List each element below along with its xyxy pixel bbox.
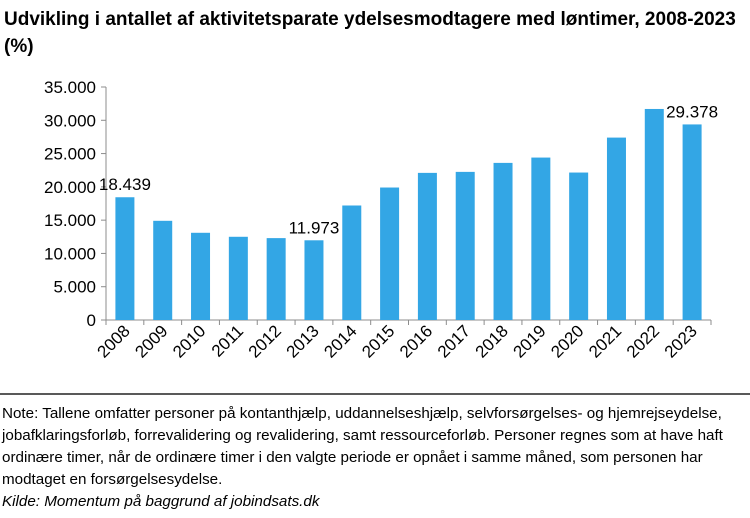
x-tick-label: 2014 xyxy=(320,321,360,361)
bar-2019 xyxy=(531,157,551,320)
bar-2020 xyxy=(569,172,589,320)
divider xyxy=(0,393,750,395)
y-tick-label: 30.000 xyxy=(44,111,96,130)
note-text: Note: Tallene omfatter personer på konta… xyxy=(2,405,723,488)
x-tick-label: 2023 xyxy=(661,321,701,361)
y-tick-label: 20.000 xyxy=(44,178,96,197)
chart-title: Udvikling i antallet af aktivitetsparate… xyxy=(4,9,736,57)
x-tick-label: 2021 xyxy=(585,321,625,361)
x-tick-label: 2013 xyxy=(283,321,323,361)
y-tick-label: 25.000 xyxy=(44,145,96,164)
y-tick-label: 10.000 xyxy=(44,244,96,263)
y-tick-label: 15.000 xyxy=(44,211,96,230)
bar-2009 xyxy=(153,220,173,320)
bar-2017 xyxy=(455,171,475,320)
source-text: Kilde: Momentum på baggrund af jobindsat… xyxy=(2,493,320,510)
bar-2013 xyxy=(304,240,324,320)
bar-2016 xyxy=(417,172,437,320)
x-tick-label: 2012 xyxy=(245,321,285,361)
data-label-2023: 29.378 xyxy=(666,102,718,121)
bar-2022 xyxy=(644,108,664,321)
bar-2008 xyxy=(115,197,135,320)
x-tick-label: 2018 xyxy=(472,321,512,361)
bar-2023 xyxy=(682,124,702,321)
data-label-2013: 11.973 xyxy=(289,218,340,237)
bar-2012 xyxy=(266,238,286,320)
chart-note: Note: Tallene omfatter personer på konta… xyxy=(2,403,746,513)
x-tick-label: 2020 xyxy=(547,321,587,361)
bar-2011 xyxy=(228,236,248,320)
x-tick-label: 2011 xyxy=(208,321,247,360)
x-tick-label: 2016 xyxy=(396,321,436,361)
x-tick-label: 2022 xyxy=(623,321,663,361)
x-tick-label: 2010 xyxy=(169,321,209,361)
x-tick-label: 2009 xyxy=(131,321,171,361)
x-tick-label: 2015 xyxy=(358,321,398,361)
bar-2015 xyxy=(380,187,400,320)
y-tick-label: 0 xyxy=(87,311,96,330)
bar-2010 xyxy=(191,232,211,320)
x-tick-label: 2017 xyxy=(434,321,474,361)
bar-chart: 0 5.000 10.000 15.000 20.000 25.000 30.000 35.0… xyxy=(44,78,718,362)
bar-2021 xyxy=(606,137,626,320)
bar-2018 xyxy=(493,162,513,320)
y-tick-label: 5.000 xyxy=(53,278,96,297)
data-label-2008: 18.439 xyxy=(99,175,151,194)
bar-2014 xyxy=(342,205,362,320)
y-tick-label: 35.000 xyxy=(44,78,96,97)
x-tick-label: 2019 xyxy=(509,321,549,361)
x-tick-label: 2008 xyxy=(94,321,134,361)
